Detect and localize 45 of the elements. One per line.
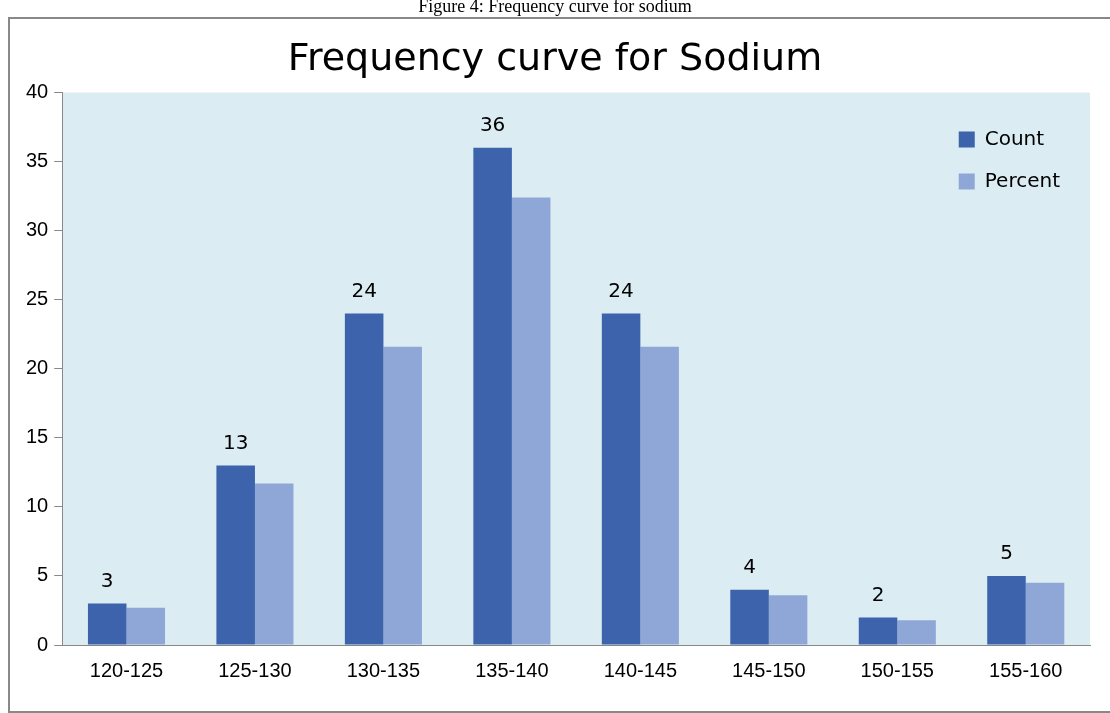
x-tick-label: 145-150 xyxy=(732,658,806,681)
y-tick-label: 30 xyxy=(26,218,49,241)
bar xyxy=(730,589,769,645)
y-tick-label: 10 xyxy=(26,494,49,517)
x-tick-label: 150-155 xyxy=(860,658,934,681)
bar xyxy=(601,313,641,645)
bar xyxy=(216,465,255,645)
y-tick-label: 20 xyxy=(26,356,49,379)
bar xyxy=(511,197,551,645)
x-tick-label: 155-160 xyxy=(989,658,1063,681)
y-tick-label: 15 xyxy=(26,425,49,448)
legend-label: Percent xyxy=(984,167,1061,192)
data-label: 3 xyxy=(100,567,114,592)
bar xyxy=(768,595,808,645)
x-tick-label: 120-125 xyxy=(89,658,164,681)
x-tick-label: 125-130 xyxy=(218,658,292,681)
data-label: 24 xyxy=(608,277,634,302)
data-label: 13 xyxy=(222,429,249,454)
bar xyxy=(344,313,384,645)
y-tick-label: 25 xyxy=(26,287,49,310)
caption: Figure 4: Frequency curve for sodium xyxy=(417,0,693,18)
bar xyxy=(473,147,512,645)
data-label: 24 xyxy=(351,277,377,302)
bar xyxy=(897,620,936,645)
y-tick-label: 35 xyxy=(26,149,49,172)
chart-title: Frequency curve for Sodium xyxy=(287,34,823,79)
data-label: 36 xyxy=(479,112,506,137)
bar xyxy=(858,617,898,645)
data-label: 4 xyxy=(743,553,756,578)
y-tick-label: 40 xyxy=(26,80,49,103)
bar xyxy=(126,607,166,645)
x-tick-label: 135-140 xyxy=(475,658,549,681)
data-label: 5 xyxy=(1000,540,1013,565)
bar xyxy=(383,346,422,645)
y-tick-label: 5 xyxy=(37,563,49,586)
legend-label: Count xyxy=(984,125,1045,150)
bar xyxy=(254,483,294,645)
x-tick-label: 140-145 xyxy=(603,658,678,681)
bar xyxy=(1025,582,1065,645)
y-tick-label: 0 xyxy=(37,632,49,655)
x-tick-label: 130-135 xyxy=(346,658,421,681)
bar xyxy=(87,603,127,645)
data-label: 2 xyxy=(871,581,885,606)
bar xyxy=(987,575,1026,645)
bar xyxy=(640,346,679,645)
